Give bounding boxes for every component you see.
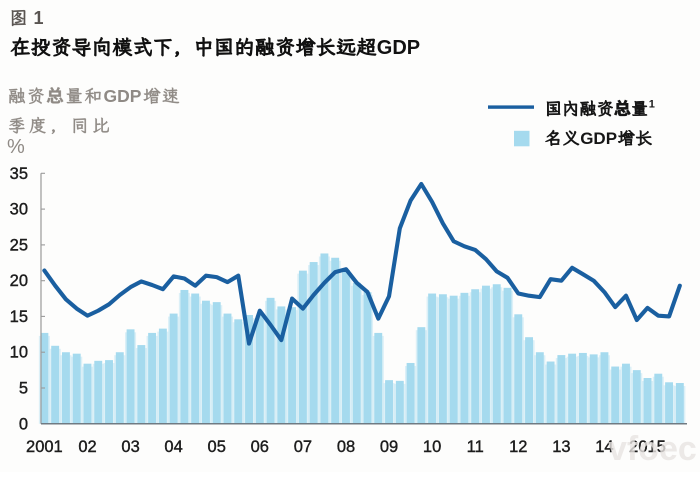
svg-text:30: 30 (10, 201, 28, 219)
svg-text:1: 1 (34, 8, 44, 28)
svg-text:07: 07 (294, 438, 312, 456)
svg-text:vfoec: vfoec (608, 430, 697, 468)
svg-text:20: 20 (10, 272, 28, 290)
svg-text:14: 14 (595, 438, 613, 456)
svg-text:10: 10 (10, 344, 28, 362)
svg-text:02: 02 (78, 438, 96, 456)
svg-text:09: 09 (380, 438, 398, 456)
svg-text:03: 03 (121, 438, 139, 456)
svg-text:05: 05 (208, 438, 226, 456)
svg-text:35: 35 (10, 165, 28, 183)
svg-text:0: 0 (19, 415, 28, 433)
svg-text:1: 1 (649, 99, 655, 111)
svg-text:08: 08 (337, 438, 355, 456)
svg-text:2015: 2015 (629, 438, 666, 456)
svg-text:2001: 2001 (26, 438, 63, 456)
svg-text:12: 12 (509, 438, 527, 456)
svg-text:GDP: GDP (377, 37, 420, 59)
svg-text:25: 25 (10, 236, 28, 254)
svg-text:10: 10 (423, 438, 441, 456)
svg-text:%: % (7, 136, 25, 158)
svg-text:5: 5 (19, 380, 28, 398)
svg-text:15: 15 (10, 308, 28, 326)
svg-text:06: 06 (251, 438, 269, 456)
svg-text:GDP: GDP (104, 86, 142, 106)
svg-text:11: 11 (467, 438, 484, 456)
svg-text:GDP: GDP (580, 129, 617, 148)
svg-text:13: 13 (552, 438, 570, 456)
svg-text:04: 04 (164, 438, 182, 456)
